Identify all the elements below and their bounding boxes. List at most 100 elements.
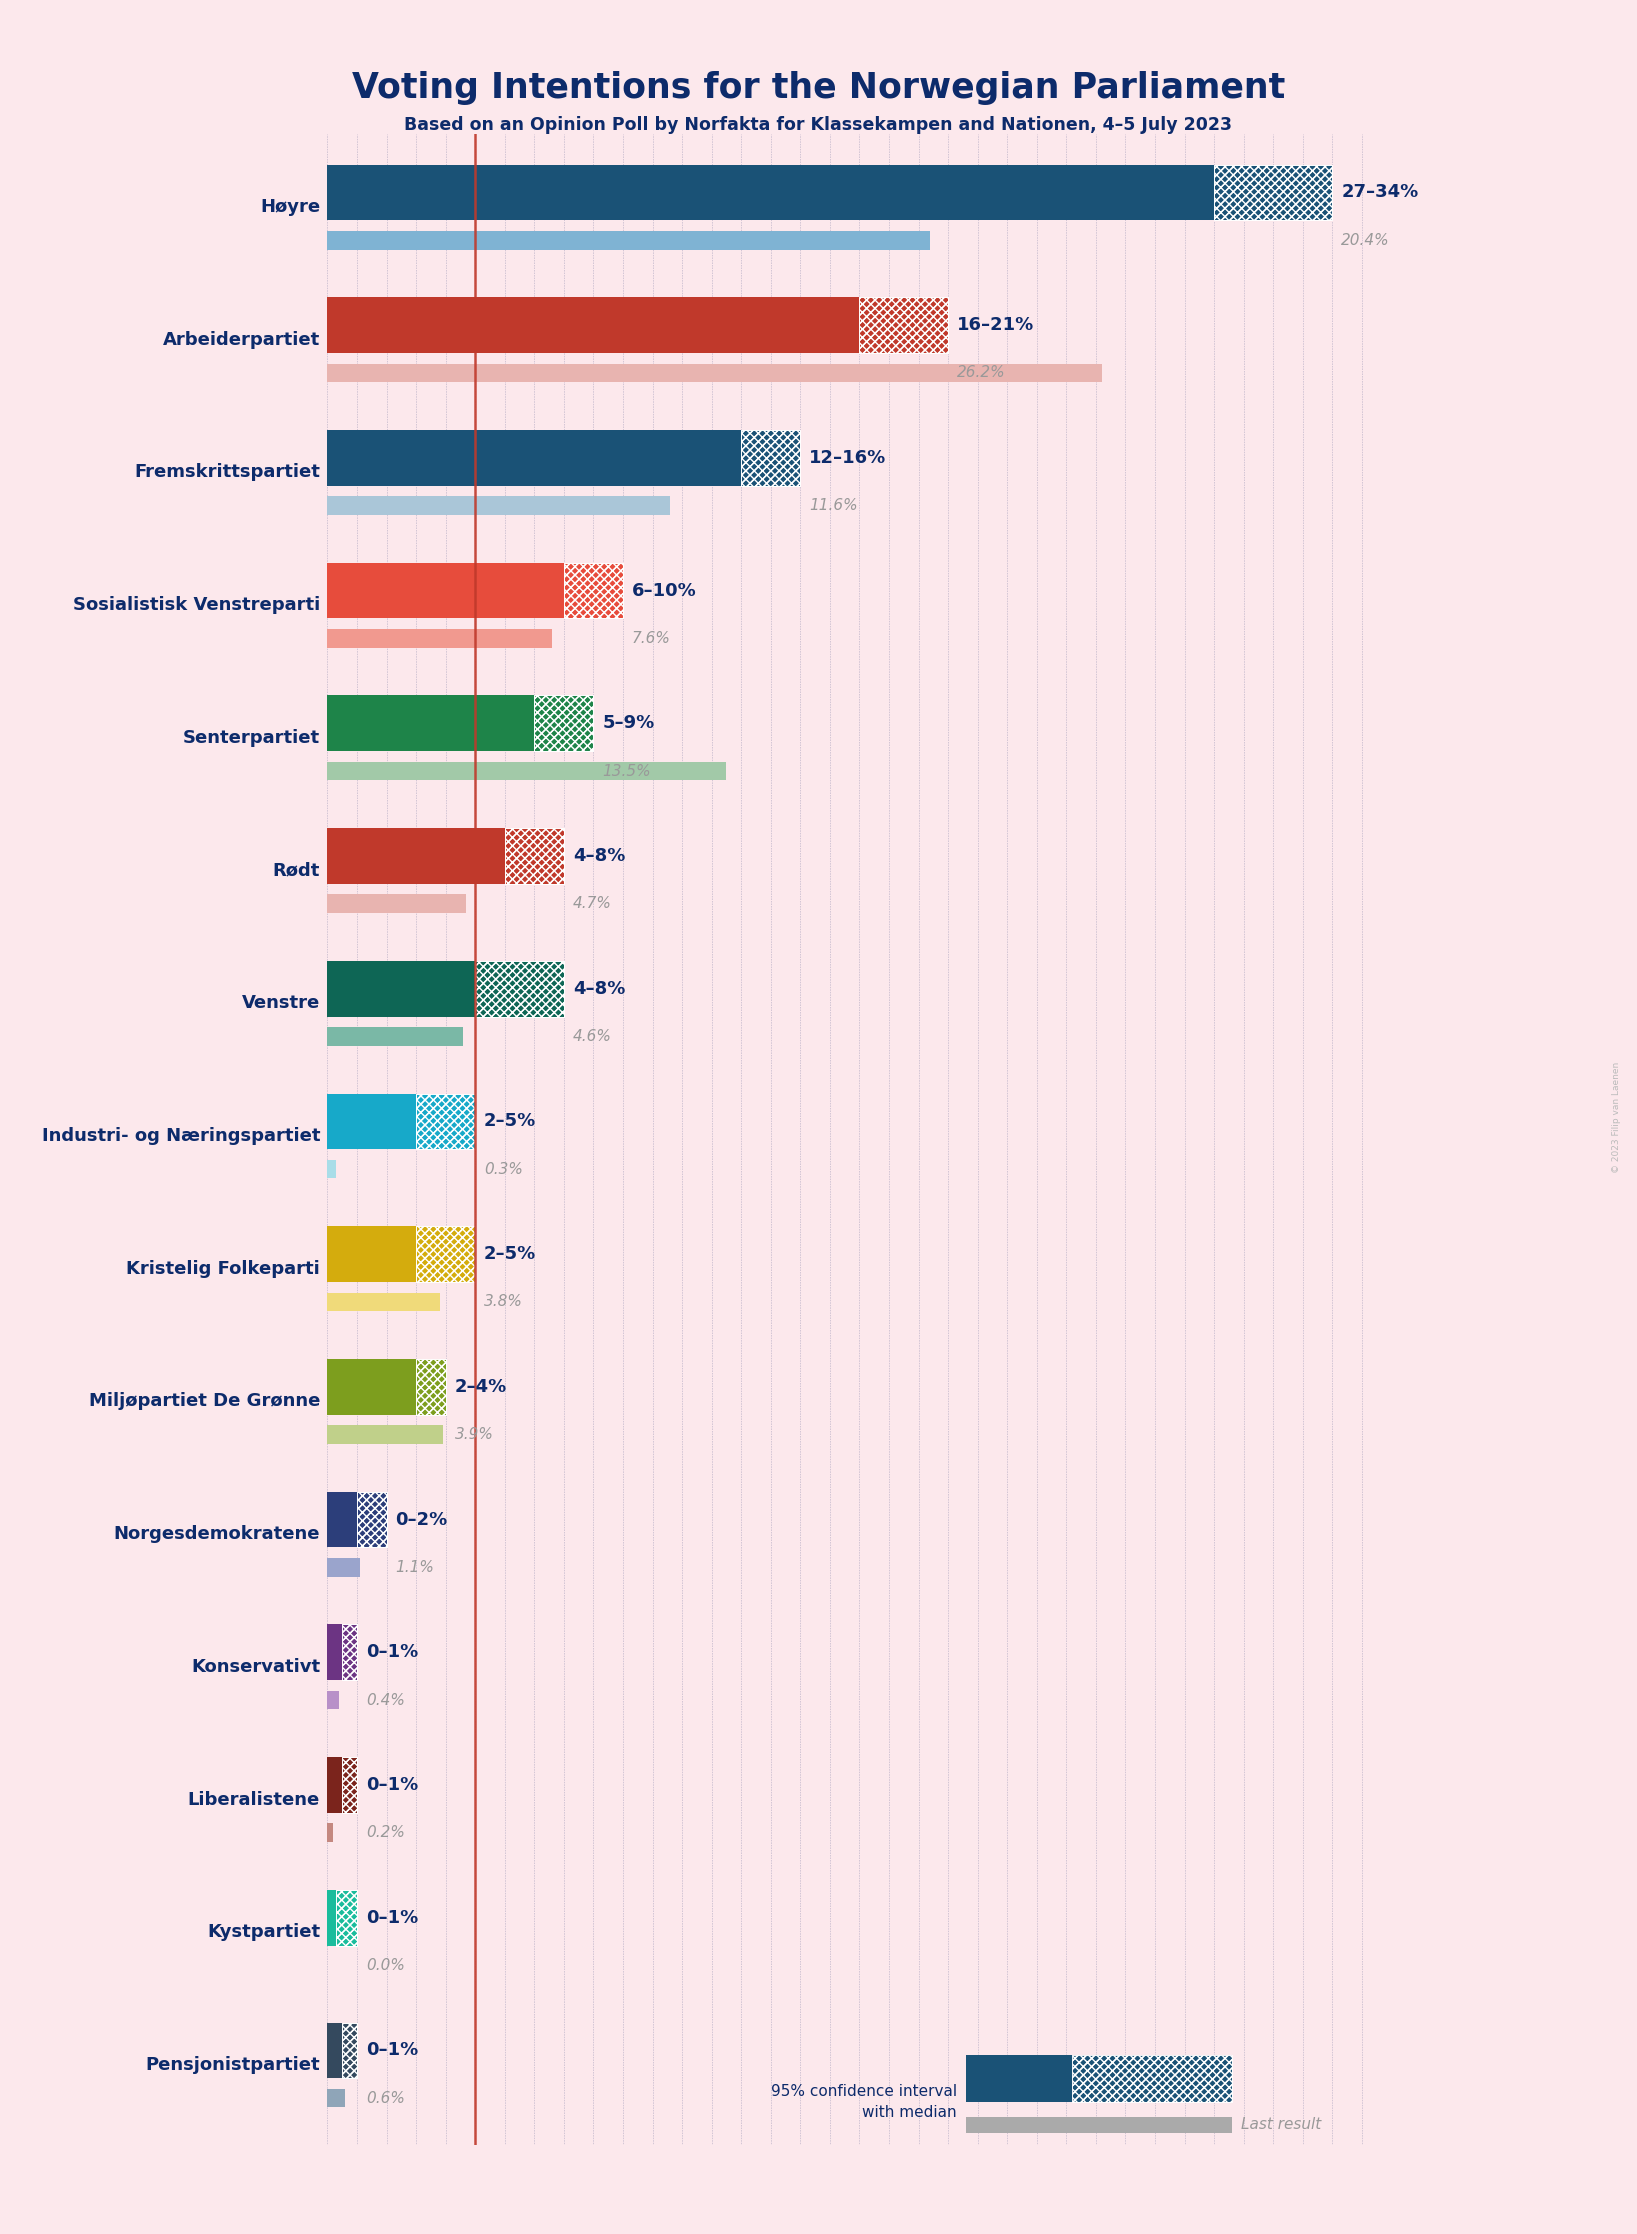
Bar [859, 297, 948, 353]
Text: 2–4%: 2–4% [455, 1378, 507, 1396]
Bar [1072, 2055, 1231, 2102]
Bar [534, 695, 593, 751]
Text: Senterpartiet: Senterpartiet [183, 728, 319, 746]
Bar [342, 1624, 357, 1680]
Bar [327, 364, 1102, 382]
Bar [416, 1095, 475, 1148]
Bar [327, 1028, 463, 1046]
Bar [327, 630, 552, 648]
Text: 0.4%: 0.4% [365, 1693, 404, 1707]
Bar [327, 1425, 442, 1443]
Bar [327, 165, 1215, 221]
Text: 0.3%: 0.3% [485, 1162, 522, 1177]
Bar [327, 1758, 342, 1812]
Text: Venstre: Venstre [242, 994, 319, 1012]
Text: Miljøpartiet De Grønne: Miljøpartiet De Grønne [88, 1392, 319, 1410]
Bar [327, 1823, 334, 1843]
Bar [327, 1691, 339, 1709]
Text: 0.6%: 0.6% [365, 2091, 404, 2107]
Bar [475, 961, 563, 1016]
Bar [342, 1758, 357, 1812]
Text: 0–2%: 0–2% [396, 1510, 447, 1528]
Bar [1072, 2055, 1231, 2102]
Bar [327, 762, 727, 780]
Text: 11.6%: 11.6% [809, 498, 858, 514]
Text: 4–8%: 4–8% [573, 847, 625, 865]
Text: Based on an Opinion Poll by Norfakta for Klassekampen and Nationen, 4–5 July 202: Based on an Opinion Poll by Norfakta for… [404, 116, 1233, 134]
Text: Voting Intentions for the Norwegian Parliament: Voting Intentions for the Norwegian Parl… [352, 71, 1285, 105]
Text: 0–1%: 0–1% [365, 1776, 417, 1794]
Text: 2–5%: 2–5% [485, 1113, 537, 1130]
Text: Sosialistisk Venstreparti: Sosialistisk Venstreparti [72, 596, 319, 614]
Bar [342, 1624, 357, 1680]
Text: 0–1%: 0–1% [365, 1644, 417, 1662]
Bar [327, 695, 534, 751]
Text: 3.9%: 3.9% [455, 1428, 493, 1443]
Bar [327, 496, 670, 514]
Bar [336, 1890, 357, 1946]
Text: 13.5%: 13.5% [602, 764, 652, 780]
Bar [327, 563, 563, 619]
Bar [1215, 165, 1333, 221]
Text: Last result: Last result [1241, 2118, 1321, 2131]
Text: Fremskrittspartiet: Fremskrittspartiet [134, 462, 319, 483]
Text: 0.2%: 0.2% [365, 1825, 404, 1841]
Text: Kystpartiet: Kystpartiet [206, 1923, 319, 1941]
Bar [327, 1159, 336, 1180]
Text: Liberalistene: Liberalistene [188, 1792, 319, 1810]
Text: Rødt: Rødt [273, 862, 319, 880]
Bar [416, 1358, 445, 1414]
Text: 20.4%: 20.4% [1341, 232, 1390, 248]
Text: 0.0%: 0.0% [365, 1957, 404, 1973]
Bar [416, 1226, 475, 1282]
Bar [563, 563, 624, 619]
Bar [327, 894, 467, 914]
Bar [342, 1624, 357, 1680]
Text: Industri- og Næringspartiet: Industri- og Næringspartiet [41, 1126, 319, 1146]
Bar [475, 961, 563, 1016]
Bar [327, 1293, 440, 1311]
Bar [1215, 165, 1333, 221]
Bar [327, 1226, 416, 1282]
Bar [742, 429, 800, 485]
Bar [357, 1492, 386, 1548]
Text: Norgesdemokratene: Norgesdemokratene [113, 1526, 319, 1544]
Bar [859, 297, 948, 353]
Bar [327, 1358, 416, 1414]
Bar [563, 563, 624, 619]
Bar [342, 1758, 357, 1812]
Bar [357, 1492, 386, 1548]
Bar [563, 563, 624, 619]
Text: 12–16%: 12–16% [809, 449, 886, 467]
Bar [327, 1095, 416, 1148]
Bar [504, 829, 563, 885]
Bar [327, 230, 930, 250]
Bar [327, 2022, 342, 2078]
Bar [327, 1624, 342, 1680]
Bar [416, 1358, 445, 1414]
Text: 4.7%: 4.7% [573, 896, 612, 911]
Text: 26.2%: 26.2% [958, 366, 1005, 380]
Text: Arbeiderpartiet: Arbeiderpartiet [162, 331, 319, 349]
Bar [416, 1226, 475, 1282]
Text: 4–8%: 4–8% [573, 981, 625, 999]
Text: 16–21%: 16–21% [958, 317, 1035, 335]
Text: 6–10%: 6–10% [632, 581, 697, 599]
Bar [327, 1890, 336, 1946]
Text: Konservativt: Konservativt [192, 1658, 319, 1676]
Bar [342, 2022, 357, 2078]
Bar [742, 429, 800, 485]
Bar [357, 1492, 386, 1548]
Bar [416, 1226, 475, 1282]
Bar [859, 297, 948, 353]
Bar [966, 2118, 1231, 2133]
Text: 27–34%: 27–34% [1341, 183, 1418, 201]
Text: 2–5%: 2–5% [485, 1244, 537, 1262]
Text: 4.6%: 4.6% [573, 1030, 612, 1043]
Bar [966, 2055, 1072, 2102]
Bar [504, 829, 563, 885]
Bar [327, 297, 859, 353]
Bar [416, 1095, 475, 1148]
Bar [416, 1095, 475, 1148]
Bar [342, 1758, 357, 1812]
